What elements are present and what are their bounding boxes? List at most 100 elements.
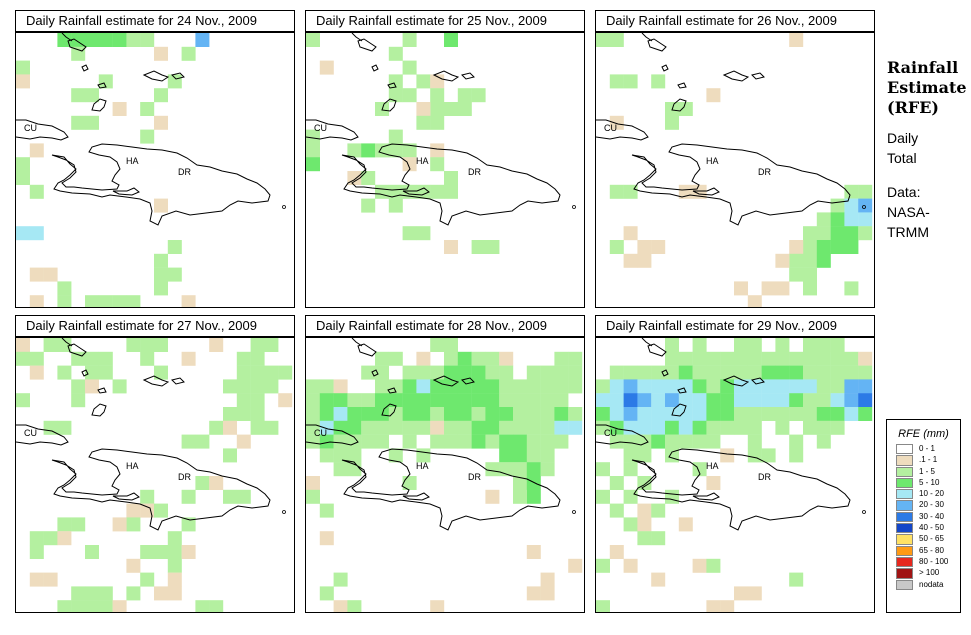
map-canvas: CU HA DR	[306, 338, 583, 612]
rainfall-cell	[526, 420, 541, 435]
rainfall-cell	[430, 407, 445, 421]
rainfall-cell	[540, 365, 555, 380]
rainfall-cell	[181, 517, 196, 532]
rainfall-cell	[816, 393, 831, 408]
rainfall-cell	[195, 600, 210, 612]
rainfall-cell	[319, 531, 334, 546]
rainfall-cell	[402, 365, 417, 380]
rainfall-cell	[154, 586, 168, 601]
rainfall-cell	[457, 365, 472, 380]
rainfall-cell	[513, 393, 527, 408]
rainfall-cell	[264, 365, 279, 380]
rainfall-cell	[803, 240, 817, 254]
rainfall-cell	[236, 393, 251, 408]
rainfall-cell	[678, 351, 693, 366]
rainfall-cell	[830, 365, 845, 380]
country-label: CU	[24, 123, 37, 133]
coastline	[661, 369, 669, 377]
rainfall-cell	[43, 338, 58, 352]
rainfall-cell	[250, 351, 265, 366]
rainfall-cell	[306, 407, 320, 421]
side-text-line: TRMM	[887, 224, 929, 240]
rainfall-cell	[665, 379, 679, 394]
coastline	[387, 387, 397, 394]
rainfall-cell	[471, 393, 486, 408]
rainfall-cell	[526, 393, 541, 408]
rainfall-cell	[430, 434, 445, 449]
rainfall-cell	[858, 407, 873, 421]
rainfall-cell	[140, 503, 155, 518]
rainfall-map: CU HA DR	[305, 337, 585, 613]
legend-item: 65 - 80	[887, 545, 960, 557]
side-title-line: Rainfall	[887, 58, 959, 77]
rainfall-cell	[720, 600, 735, 612]
legend-swatch	[896, 568, 913, 579]
rainfall-cell	[734, 393, 748, 408]
rainfall-cell	[692, 393, 707, 408]
rainfall-cell	[71, 351, 86, 366]
coastline	[306, 119, 359, 141]
rainfall-cell	[651, 503, 666, 518]
rainfall-cell	[540, 420, 555, 435]
rainfall-cell	[499, 448, 514, 463]
rainfall-cell	[665, 489, 679, 504]
rainfall-cell	[830, 212, 845, 227]
rainfall-cell	[388, 129, 403, 144]
rainfall-cell	[761, 379, 776, 394]
rainfall-cell	[596, 420, 610, 435]
rainfall-cell	[16, 60, 30, 75]
rainfall-cell	[568, 558, 583, 573]
rainfall-cell	[43, 267, 58, 282]
rainfall-cell	[154, 46, 168, 61]
rainfall-cell	[747, 295, 762, 307]
rainfall-cell	[499, 365, 514, 380]
rainfall-cell	[816, 351, 831, 366]
rainfall-cell	[416, 115, 431, 130]
rainfall-cell	[540, 448, 555, 463]
coastline	[641, 338, 653, 347]
rainfall-cell	[167, 586, 182, 601]
rainfall-cell	[775, 365, 790, 380]
rainfall-cell	[734, 351, 748, 366]
legend-swatch	[896, 444, 913, 455]
rainfall-cell	[678, 434, 693, 449]
rainfall-cell	[844, 393, 859, 408]
rainfall-cell	[734, 407, 748, 421]
rainfall-cell	[319, 393, 334, 408]
rainfall-cell	[154, 88, 168, 103]
coastline	[596, 424, 649, 446]
rainfall-cell	[499, 434, 514, 449]
rainfall-cell	[485, 407, 500, 421]
rainfall-cell	[319, 503, 334, 518]
rainfall-cell	[747, 434, 762, 449]
rainfall-cell	[98, 586, 113, 601]
legend-item: 30 - 40	[887, 511, 960, 523]
rainfall-cell	[747, 407, 762, 421]
rainfall-cell	[720, 393, 735, 408]
rainfall-cell	[526, 448, 541, 463]
coastline	[661, 64, 669, 72]
rainfall-cell	[526, 476, 541, 490]
rainfall-cell	[333, 393, 348, 408]
rainfall-cell	[761, 365, 776, 380]
legend-item: > 100	[887, 568, 960, 579]
rainfall-cell	[747, 420, 762, 435]
legend-swatch	[896, 579, 913, 590]
rainfall-cell	[830, 198, 845, 213]
side-text-line: NASA-	[887, 204, 930, 220]
coastline	[371, 64, 379, 72]
coastline	[461, 72, 475, 80]
rainfall-cell	[430, 157, 445, 172]
rainfall-cell	[775, 351, 790, 366]
rainfall-cell	[430, 115, 445, 130]
rainfall-cell	[278, 393, 293, 408]
rainfall-cell	[126, 586, 141, 601]
rainfall-cell	[637, 448, 652, 463]
rainfall-cell	[16, 393, 30, 408]
rainfall-cell	[181, 489, 196, 504]
coastline	[722, 375, 750, 387]
rainfall-cell	[457, 393, 472, 408]
rainfall-cell	[167, 531, 182, 546]
legend-item: 1 - 5	[887, 466, 960, 478]
